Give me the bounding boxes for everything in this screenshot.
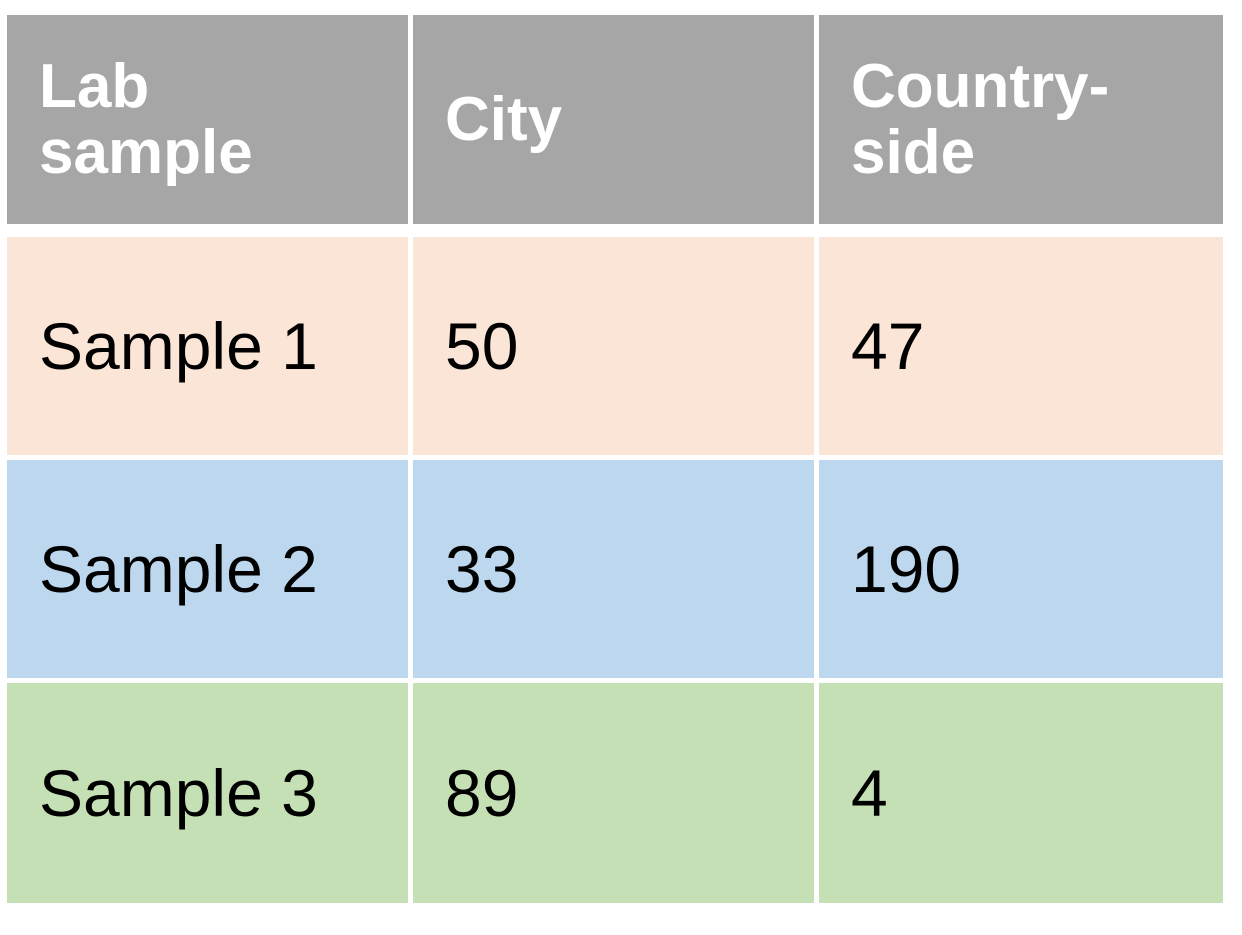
cell-countryside: 190: [819, 460, 1223, 683]
row-label: Sample 3: [7, 683, 413, 903]
table-row-sample-1: Sample 1 50 47: [7, 237, 1223, 460]
header-lab-sample-line-1: Lab: [39, 51, 150, 121]
cell-countryside: 4: [819, 683, 1223, 903]
data-table-container: Lab sample City Country- side Sample 1 5…: [7, 15, 1223, 903]
cell-city: 89: [413, 683, 819, 903]
cell-countryside: 47: [819, 237, 1223, 460]
sample-counts-table: Lab sample City Country- side Sample 1 5…: [7, 15, 1223, 903]
row-label: Sample 2: [7, 460, 413, 683]
header-countryside-line-2: side: [851, 117, 976, 187]
row-label: Sample 1: [7, 237, 413, 460]
header-lab-sample-line-2: sample: [39, 117, 253, 187]
header-countryside-line-1: Country-: [851, 51, 1110, 121]
header-lab-sample: Lab sample: [7, 15, 413, 237]
header-city: City: [413, 15, 819, 237]
table-row-sample-2: Sample 2 33 190: [7, 460, 1223, 683]
cell-city: 50: [413, 237, 819, 460]
header-city-line-1: City: [445, 84, 563, 154]
table-row-sample-3: Sample 3 89 4: [7, 683, 1223, 903]
header-row: Lab sample City Country- side: [7, 15, 1223, 237]
header-countryside: Country- side: [819, 15, 1223, 237]
cell-city: 33: [413, 460, 819, 683]
